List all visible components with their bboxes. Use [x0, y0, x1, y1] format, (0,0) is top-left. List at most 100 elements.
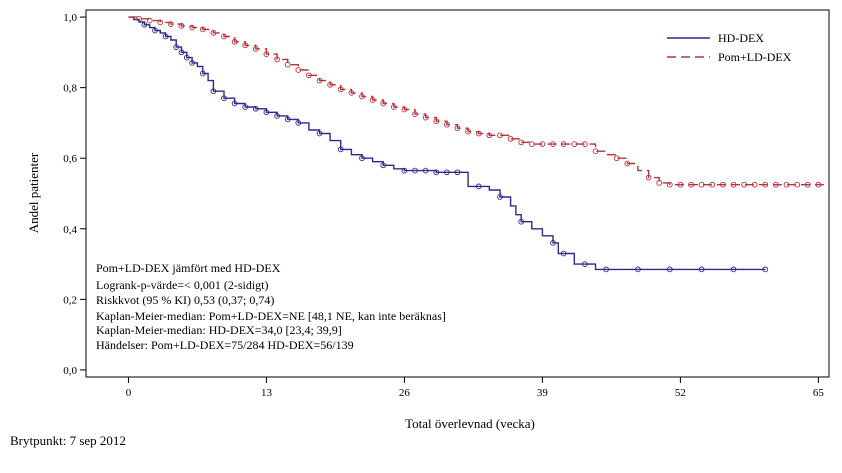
- censor-mark: [454, 125, 461, 132]
- censor-mark: [677, 181, 684, 188]
- censor-mark: [263, 51, 270, 57]
- censor-mark: [199, 26, 206, 33]
- censor-mark: [168, 21, 174, 27]
- censor-mark: [380, 162, 387, 169]
- censor-mark: [698, 266, 705, 273]
- censor-mark: [162, 33, 169, 40]
- censor-mark: [475, 130, 482, 137]
- censor-mark: [401, 106, 408, 113]
- censor-mark: [306, 72, 312, 79]
- x-tick-label: 65: [813, 387, 825, 399]
- censor-mark: [624, 160, 631, 167]
- censor-mark: [252, 105, 259, 112]
- censor-mark: [518, 218, 525, 225]
- censor-mark: [613, 155, 620, 162]
- annotation-line: Riskkvot (95 % KI) 0,53 (0,37; 0,74): [96, 293, 274, 307]
- censor-mark: [316, 130, 323, 137]
- y-tick-label: 0,8: [63, 83, 77, 95]
- censor-mark: [773, 181, 779, 188]
- y-tick-label: 0,4: [63, 224, 77, 236]
- censor-mark: [337, 86, 344, 93]
- censor-mark: [284, 116, 291, 123]
- censor-mark: [359, 155, 365, 162]
- censor-mark: [136, 15, 142, 22]
- stats-annotations: Pom+LD-DEX jämfört med HD-DEX Logrank-p-…: [96, 261, 446, 352]
- censor-mark: [295, 67, 302, 73]
- censor-mark: [337, 146, 344, 153]
- censor-mark: [698, 181, 705, 188]
- censor-mark: [316, 77, 323, 84]
- censor-mark: [263, 109, 270, 116]
- censor-mark: [550, 141, 556, 147]
- censor-mark: [178, 23, 185, 29]
- censor-mark: [231, 100, 238, 107]
- censor-mark: [274, 113, 280, 119]
- x-axis-title: Total överlevnad (vecka): [405, 416, 535, 431]
- censor-mark: [762, 266, 769, 273]
- censor-mark: [497, 132, 503, 139]
- censor-mark: [688, 181, 694, 188]
- censor-mark: [412, 111, 418, 117]
- censor-mark: [645, 174, 652, 181]
- censor-mark: [603, 266, 609, 273]
- censor-mark: [221, 95, 227, 102]
- censor-mark: [730, 266, 737, 273]
- x-tick-label: 13: [261, 387, 273, 399]
- censor-mark: [284, 61, 291, 68]
- censor-mark: [475, 183, 482, 190]
- x-tick-label: 0: [126, 387, 132, 399]
- censor-mark: [815, 181, 822, 188]
- y-tick-label: 0,0: [63, 365, 77, 377]
- censor-mark: [327, 81, 333, 88]
- censor-mark: [359, 93, 365, 100]
- censor-mark: [231, 38, 238, 45]
- censor-mark: [571, 141, 578, 147]
- censor-mark: [518, 139, 525, 146]
- censor-mark: [666, 181, 673, 188]
- annotation-line: Kaplan-Meier-median: Pom+LD-DEX=NE [48,1…: [96, 309, 446, 323]
- censor-mark: [794, 181, 801, 188]
- censor-mark: [390, 104, 397, 110]
- censor-mark: [141, 21, 148, 28]
- censor-mark: [465, 128, 471, 135]
- axes: 0 13 26 39 52 65 0,0 0,2 0,4 0,6 0,8 1,0: [63, 12, 824, 399]
- censor-mark: [221, 33, 227, 40]
- censor-mark: [422, 167, 429, 174]
- legend-label-pom-ld-dex: Pom+LD-DEX: [718, 50, 792, 64]
- censor-mark: [178, 49, 185, 56]
- censor-mark: [252, 45, 259, 52]
- x-tick-label: 52: [675, 387, 686, 399]
- series-line-hd-dex: [128, 16, 766, 271]
- censor-mark: [730, 181, 737, 188]
- x-tick-label: 39: [537, 387, 549, 399]
- censor-mark: [444, 121, 450, 128]
- censor-mark: [189, 24, 195, 31]
- censor-mark: [560, 141, 567, 147]
- censor-mark: [422, 114, 429, 121]
- censor-mark: [152, 27, 158, 34]
- censor-mark: [433, 169, 440, 176]
- censor-mark: [720, 181, 726, 188]
- censor-mark: [582, 261, 588, 267]
- y-tick-label: 1,0: [63, 12, 77, 24]
- censor-mark: [783, 181, 790, 188]
- censor-mark: [210, 88, 217, 95]
- censor-mark: [486, 132, 493, 139]
- censor-mark: [369, 97, 376, 103]
- censor-mark: [199, 70, 206, 77]
- censor-mark: [412, 167, 418, 174]
- censor-mark: [401, 167, 408, 174]
- censor-mark: [173, 44, 180, 50]
- censor-mark: [635, 266, 641, 273]
- censor-mark: [741, 181, 747, 188]
- censor-mark: [582, 141, 588, 147]
- censor-mark: [157, 19, 164, 26]
- x-tick-label: 26: [399, 387, 411, 399]
- censor-mark: [528, 141, 535, 147]
- legend: HD-DEX Pom+LD-DEX: [667, 31, 792, 64]
- censor-mark: [751, 181, 758, 188]
- censor-mark: [242, 104, 249, 110]
- censor-mark: [656, 180, 663, 186]
- censor-mark: [539, 141, 546, 147]
